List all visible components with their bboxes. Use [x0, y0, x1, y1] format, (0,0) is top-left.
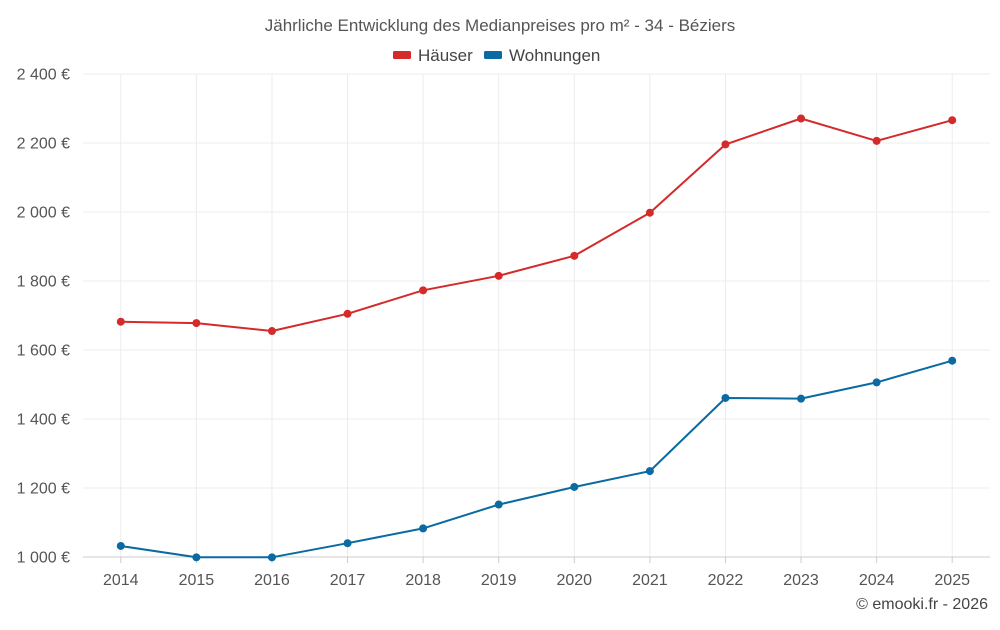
data-point-haeuser[interactable] — [494, 271, 503, 280]
data-point-haeuser[interactable] — [116, 317, 125, 326]
legend[interactable]: Häuser Wohnungen — [393, 46, 600, 65]
data-point-wohnungen[interactable] — [570, 482, 579, 491]
grid — [83, 73, 990, 557]
credit-text: © emooki.fr - 2026 — [856, 596, 988, 613]
data-point-haeuser[interactable] — [797, 114, 806, 123]
x-tick-label: 2022 — [708, 572, 744, 589]
data-point-haeuser[interactable] — [570, 251, 579, 260]
legend-item-wohnungen[interactable]: Wohnungen — [484, 46, 600, 65]
y-tick-label: 1 400 € — [17, 412, 70, 429]
data-point-wohnungen[interactable] — [948, 356, 957, 365]
data-point-wohnungen[interactable] — [494, 500, 503, 509]
data-point-wohnungen[interactable] — [872, 378, 881, 387]
data-point-wohnungen[interactable] — [267, 553, 276, 562]
x-tick-label: 2021 — [632, 572, 668, 589]
y-tick-label: 2 400 € — [17, 67, 70, 84]
legend-label: Wohnungen — [509, 46, 600, 65]
x-tick-label: 2015 — [179, 572, 215, 589]
series-line-haeuser — [120, 117, 953, 332]
series-line-wohnungen — [120, 359, 953, 559]
data-point-haeuser[interactable] — [192, 319, 201, 328]
y-tick-label: 1 800 € — [17, 274, 70, 291]
data-point-haeuser[interactable] — [419, 286, 428, 295]
data-point-haeuser[interactable] — [267, 327, 276, 336]
x-tick-label: 2023 — [783, 572, 819, 589]
legend-swatch — [393, 51, 411, 59]
x-tick-label: 2014 — [103, 572, 139, 589]
x-tick-label: 2019 — [481, 572, 517, 589]
axes: 1 000 € 1 200 € 1 400 € 1 600 € 1 800 € 2 000… — [17, 67, 990, 589]
data-point-wohnungen[interactable] — [419, 524, 428, 533]
data-point-haeuser[interactable] — [948, 116, 957, 125]
data-point-wohnungen[interactable] — [116, 541, 125, 550]
data-point-haeuser[interactable] — [721, 140, 730, 149]
x-tick-label: 2020 — [556, 572, 592, 589]
data-point-haeuser[interactable] — [645, 208, 654, 217]
legend-swatch — [484, 51, 502, 59]
data-point-haeuser[interactable] — [343, 309, 352, 318]
y-tick-label: 1 000 € — [17, 550, 70, 567]
y-tick-label: 1 600 € — [17, 343, 70, 360]
x-tick-label: 2018 — [405, 572, 441, 589]
data-point-wohnungen[interactable] — [645, 467, 654, 476]
data-point-wohnungen[interactable] — [721, 393, 730, 402]
data-point-wohnungen[interactable] — [192, 553, 201, 562]
data-point-wohnungen[interactable] — [797, 394, 806, 403]
x-tick-label: 2024 — [859, 572, 895, 589]
y-tick-label: 2 200 € — [17, 136, 70, 153]
x-tick-label: 2016 — [254, 572, 290, 589]
series — [116, 114, 957, 562]
data-point-wohnungen[interactable] — [343, 539, 352, 548]
y-tick-label: 2 000 € — [17, 205, 70, 222]
y-tick-label: 1 200 € — [17, 481, 70, 498]
legend-label: Häuser — [418, 46, 473, 65]
legend-item-haeuser[interactable]: Häuser — [393, 46, 473, 65]
data-point-haeuser[interactable] — [872, 136, 881, 145]
x-tick-label: 2025 — [934, 572, 970, 589]
x-tick-label: 2017 — [330, 572, 366, 589]
chart-title: Jährliche Entwicklung des Medianpreises … — [265, 16, 736, 35]
